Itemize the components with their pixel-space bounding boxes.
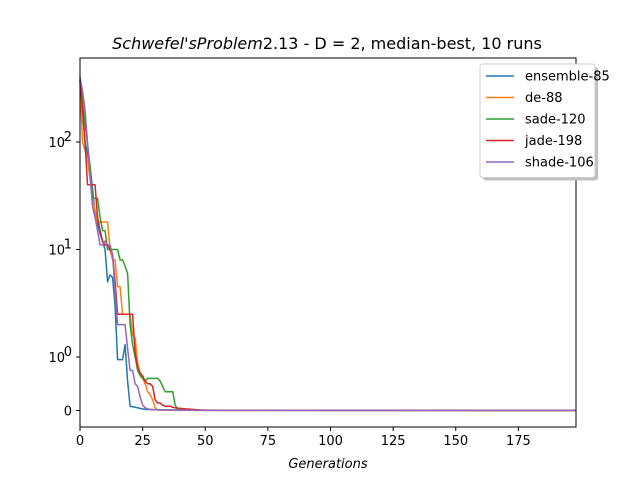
- y-tick-exponent: 0: [64, 345, 72, 360]
- x-tick-label: 25: [134, 434, 151, 449]
- chart-title: Schwefel'sProblem2.13 - D = 2, median-be…: [112, 34, 542, 53]
- legend-label: ensemble-85: [525, 70, 610, 85]
- y-tick-label: 10: [48, 244, 65, 259]
- legend-label: sade-120: [525, 113, 586, 128]
- x-tick-label: 175: [506, 434, 531, 449]
- x-tick-label: 150: [443, 434, 468, 449]
- chart-title-rest: 2.13 - D = 2, median-best, 10 runs: [263, 34, 542, 53]
- y-tick-label: 10: [48, 136, 65, 151]
- x-tick-label: 0: [76, 434, 84, 449]
- chart-title-italic: Schwefel'sProblem: [112, 34, 263, 53]
- y-tick-exponent: 2: [64, 130, 72, 145]
- x-tick-label: 75: [260, 434, 277, 449]
- y-tick-exponent: 1: [64, 238, 72, 253]
- y-tick-label: 0: [64, 405, 72, 420]
- legend-label: de-88: [525, 91, 562, 106]
- legend-label: jade-198: [524, 134, 582, 149]
- y-tick-label: 10: [48, 351, 65, 366]
- x-axis-label: Generations: [288, 457, 368, 472]
- x-tick-label: 100: [318, 434, 343, 449]
- x-tick-label: 125: [381, 434, 406, 449]
- legend-label: shade-106: [525, 156, 594, 171]
- x-tick-label: 50: [197, 434, 214, 449]
- legend: ensemble-85 de-88 sade-120 jade-198 shade-10…: [480, 64, 610, 181]
